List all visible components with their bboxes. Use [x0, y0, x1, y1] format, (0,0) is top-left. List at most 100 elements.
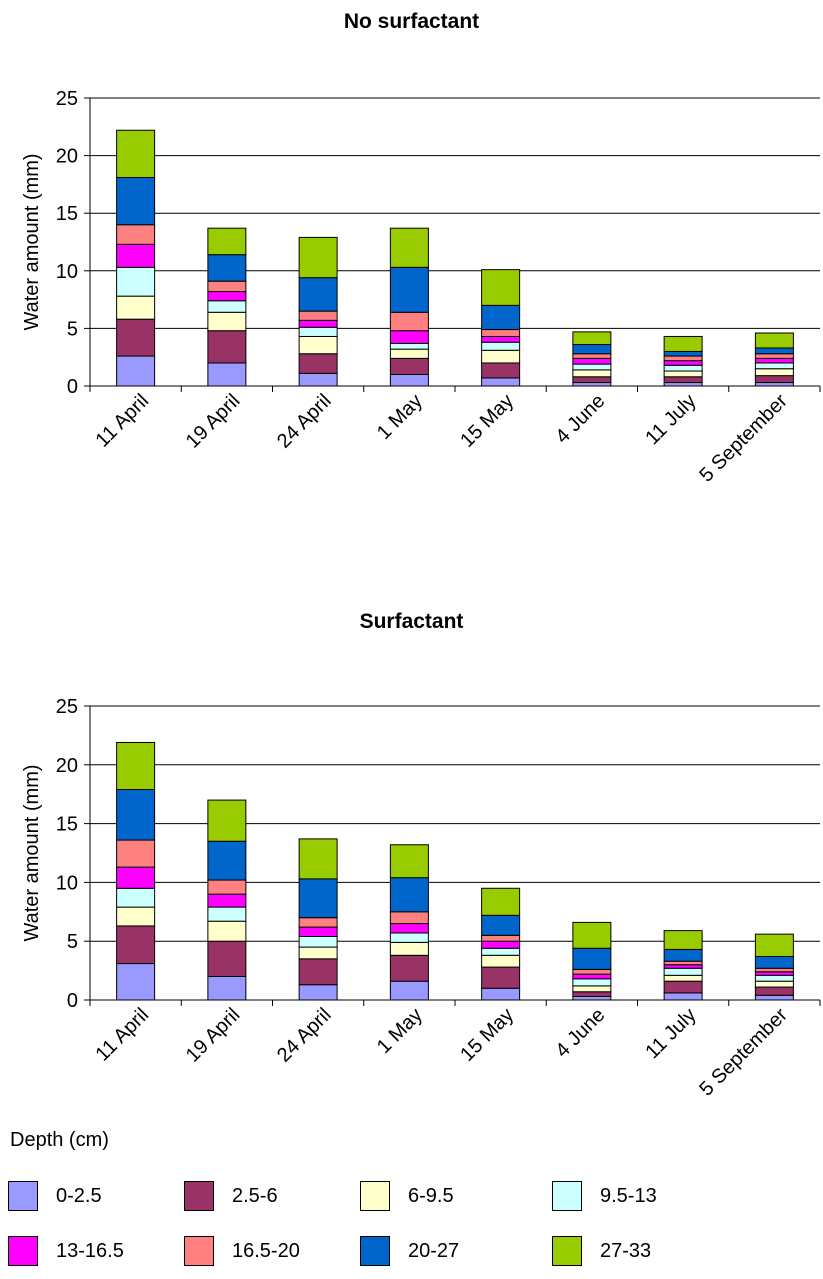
bar-segment [389, 227, 429, 268]
bar-segment [481, 304, 521, 331]
x-tick-label: 11 July [641, 1004, 700, 1063]
bar-segment [116, 866, 156, 889]
bar-segment [116, 925, 156, 965]
bar-segment [298, 926, 338, 937]
bar-segment [572, 973, 612, 980]
bar-segment [572, 331, 612, 346]
legend-swatch [552, 1181, 582, 1211]
bar-segment [116, 906, 156, 927]
bar-segment [663, 948, 703, 962]
bar-segment [481, 269, 521, 306]
bar-segment [754, 971, 794, 976]
bar-segment [754, 955, 794, 969]
bar-segment [116, 318, 156, 357]
bar-segment [207, 906, 247, 922]
y-tick-label: 15 [56, 203, 78, 225]
legend-swatch [360, 1181, 390, 1211]
bar-segment [207, 940, 247, 977]
bar-segment [298, 958, 338, 986]
legend-item: 9.5-13 [552, 1181, 657, 1211]
legend-label: 0-2.5 [56, 1184, 102, 1207]
bar-segment [663, 974, 703, 982]
bar-segment [481, 954, 521, 968]
bar-segment [663, 335, 703, 352]
bar-segment [481, 940, 521, 949]
bar-segment [663, 930, 703, 950]
x-tick-label: 5 September [695, 1004, 792, 1101]
x-tick-label: 4 June [551, 1004, 609, 1062]
bar-segment [389, 911, 429, 925]
legend-item: 13-16.5 [8, 1236, 124, 1266]
y-tick-label: 20 [56, 146, 78, 168]
bar-segment [116, 129, 156, 178]
bar-segment [389, 877, 429, 913]
bar-segment [298, 878, 338, 919]
y-tick-label: 0 [67, 990, 78, 1012]
x-tick-label: 24 April [273, 1004, 336, 1067]
bar-segment [389, 266, 429, 313]
bar-segment [207, 840, 247, 881]
bar-segment [298, 838, 338, 880]
bar-segment [481, 914, 521, 936]
bar-segment [207, 330, 247, 364]
bar-segment [754, 332, 794, 349]
bar-segment [298, 277, 338, 312]
bar-segment [389, 954, 429, 982]
legend-title: Depth (cm) [10, 1129, 109, 1151]
bar-segment [754, 980, 794, 988]
bar-segment [389, 844, 429, 879]
bar-segment [572, 978, 612, 987]
chart-title-no-surfactant: No surfactant [343, 10, 480, 33]
bar-segment [207, 920, 247, 942]
bar-segment [116, 788, 156, 841]
bar-segment [754, 974, 794, 982]
legend-item: 27-33 [552, 1236, 651, 1266]
bar-segment [298, 946, 338, 960]
bar-segment [572, 991, 612, 997]
bar-segment [116, 839, 156, 868]
bar-segment [207, 893, 247, 908]
bar-segment [481, 966, 521, 989]
y-tick-label: 0 [67, 376, 78, 398]
legend-label: 13-16.5 [56, 1239, 124, 1262]
legend-swatch [184, 1236, 214, 1266]
y-tick-label: 20 [56, 755, 78, 777]
bar-segment [754, 967, 794, 973]
bar-segment [754, 933, 794, 957]
legend-swatch [8, 1236, 38, 1266]
bar-segment [116, 741, 156, 790]
bar-segment [207, 879, 247, 895]
bar-segment [481, 947, 521, 956]
legend-item: 20-27 [360, 1236, 459, 1266]
bar-segment [572, 995, 612, 1001]
bar-segment [389, 932, 429, 943]
bar-segment [389, 923, 429, 934]
bar-segment [663, 992, 703, 1001]
bar-segment [572, 968, 612, 975]
legend-label: 20-27 [408, 1239, 460, 1262]
y-tick-label: 25 [56, 88, 78, 110]
bar-segment [116, 887, 156, 908]
bar-segment [481, 987, 521, 1001]
bar-segment [389, 941, 429, 956]
bar-segment [207, 975, 247, 1001]
x-tick-label: 1 May [373, 1004, 427, 1058]
legend-label: 9.5-13 [600, 1184, 657, 1207]
y-axis-label: Water amount (mm) [21, 153, 43, 330]
legend-swatch [8, 1181, 38, 1211]
legend-label: 16.5-20 [232, 1239, 300, 1262]
bar-segment [116, 266, 156, 297]
bar-segment [298, 935, 338, 948]
bar-segment [754, 994, 794, 1001]
bar-segment [116, 963, 156, 1001]
y-tick-label: 15 [56, 814, 78, 836]
bar-segment [116, 355, 156, 387]
legend-item: 6-9.5 [360, 1181, 454, 1211]
legend-swatch [184, 1181, 214, 1211]
y-tick-label: 10 [56, 261, 78, 283]
legend-label: 6-9.5 [408, 1184, 454, 1207]
legend-label: 27-33 [600, 1239, 652, 1262]
bar-segment [481, 934, 521, 942]
bar-segment [663, 964, 703, 969]
